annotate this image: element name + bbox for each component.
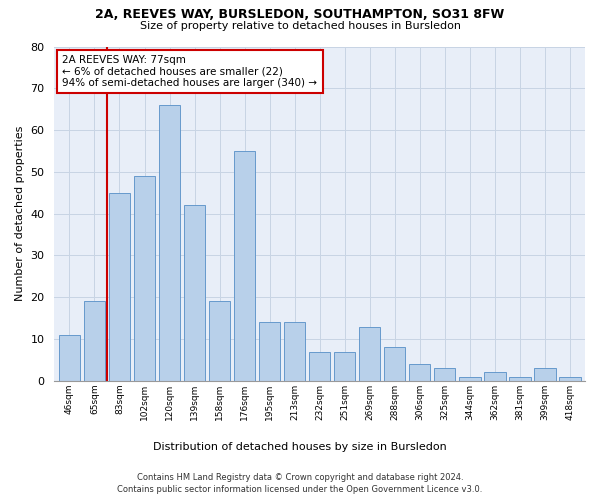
- Text: Distribution of detached houses by size in Bursledon: Distribution of detached houses by size …: [153, 442, 447, 452]
- Bar: [309, 352, 331, 381]
- Bar: [209, 302, 230, 381]
- Bar: [84, 302, 105, 381]
- Text: 2A, REEVES WAY, BURSLEDON, SOUTHAMPTON, SO31 8FW: 2A, REEVES WAY, BURSLEDON, SOUTHAMPTON, …: [95, 8, 505, 20]
- Bar: [359, 326, 380, 381]
- Text: Size of property relative to detached houses in Bursledon: Size of property relative to detached ho…: [139, 21, 461, 31]
- Bar: [109, 193, 130, 381]
- Bar: [384, 348, 406, 381]
- Bar: [184, 206, 205, 381]
- Bar: [234, 151, 255, 381]
- Bar: [159, 105, 180, 381]
- Bar: [134, 176, 155, 381]
- Bar: [484, 372, 506, 381]
- Bar: [259, 322, 280, 381]
- Bar: [409, 364, 430, 381]
- Text: 2A REEVES WAY: 77sqm
← 6% of detached houses are smaller (22)
94% of semi-detach: 2A REEVES WAY: 77sqm ← 6% of detached ho…: [62, 55, 317, 88]
- Bar: [559, 376, 581, 381]
- Bar: [284, 322, 305, 381]
- Bar: [334, 352, 355, 381]
- Text: Contains public sector information licensed under the Open Government Licence v3: Contains public sector information licen…: [118, 485, 482, 494]
- Bar: [509, 376, 530, 381]
- Bar: [459, 376, 481, 381]
- Text: Contains HM Land Registry data © Crown copyright and database right 2024.: Contains HM Land Registry data © Crown c…: [137, 472, 463, 482]
- Bar: [434, 368, 455, 381]
- Bar: [59, 335, 80, 381]
- Y-axis label: Number of detached properties: Number of detached properties: [15, 126, 25, 302]
- Bar: [535, 368, 556, 381]
